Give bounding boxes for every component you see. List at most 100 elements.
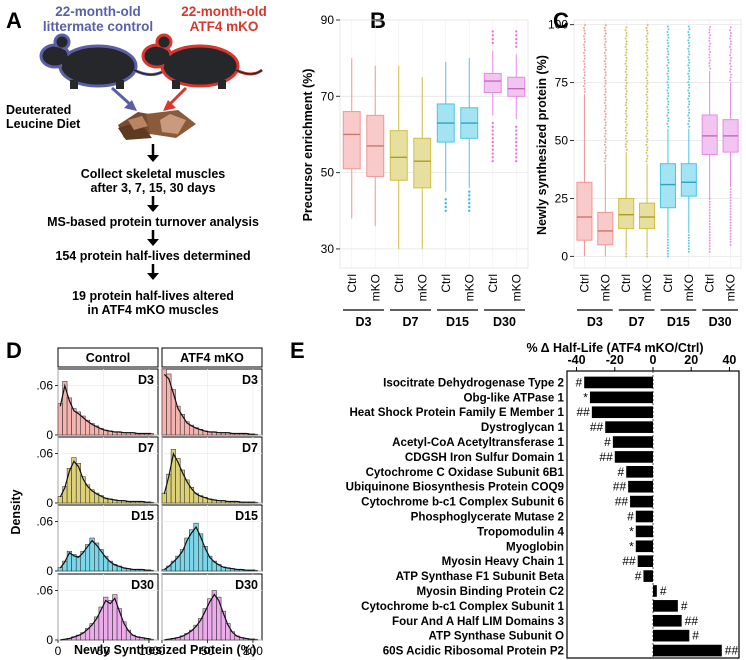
B-outlier-point xyxy=(444,201,447,205)
C-outlier-point xyxy=(582,26,585,29)
C-outlier-point xyxy=(708,31,711,34)
facet-strip xyxy=(57,347,159,368)
B-outlier-point xyxy=(515,129,518,132)
C-outlier-point xyxy=(583,57,586,60)
panel-label-a: A xyxy=(6,8,22,33)
half-life-bar xyxy=(653,585,657,597)
C-outlier-point xyxy=(729,202,732,205)
facet-strip-label: Control xyxy=(86,351,130,365)
C-outlier-point xyxy=(604,146,607,149)
C-outlier-point xyxy=(688,120,691,123)
C-outlier-point xyxy=(687,234,690,237)
B-outlier-point xyxy=(491,133,494,136)
facet-day-label: D3 xyxy=(138,373,154,387)
C-ytick-label: 50 xyxy=(555,134,569,148)
control-label-line1: 22-month-old xyxy=(55,4,141,19)
C-outlier-point xyxy=(728,45,731,48)
C-outlier-point xyxy=(624,143,627,146)
protein-label: Cytochrome b-c1 Complex Subunit 6 xyxy=(361,496,564,509)
C-outlier-point xyxy=(667,111,670,114)
density-curve xyxy=(59,383,152,435)
C-outlier-point xyxy=(604,46,607,49)
half-life-bar xyxy=(589,391,653,404)
C-outlier-point xyxy=(645,118,648,121)
significance-marker: # xyxy=(681,599,688,613)
C-outlier-point xyxy=(625,140,628,143)
facet-ytick-label: 0 xyxy=(46,633,53,647)
C-outlier-point xyxy=(646,74,649,77)
protein-label: Phosphoglycerate Mutase 2 xyxy=(411,511,564,524)
C-outlier-point xyxy=(666,106,669,109)
C-outlier-point xyxy=(666,50,669,53)
C-outlier-point xyxy=(604,38,607,41)
half-life-bar xyxy=(605,421,653,433)
C-outlier-point xyxy=(625,109,628,112)
B-outlier-point xyxy=(515,45,518,48)
C-outlier-point xyxy=(625,252,628,255)
step-collect-line1: Collect skeletal muscles xyxy=(81,167,226,181)
B-outlier-point xyxy=(491,137,494,140)
C-outlier-point xyxy=(646,140,649,143)
C-outlier-point xyxy=(687,236,690,239)
C-outlier-point xyxy=(646,40,649,43)
B-box xyxy=(507,76,526,97)
C-outlier-point xyxy=(583,82,586,85)
significance-marker: ## xyxy=(725,644,739,658)
C-outlier-point xyxy=(708,28,711,31)
C-outlier-point xyxy=(604,71,607,74)
C-outlier-point xyxy=(583,40,586,43)
protein-label: Isocitrate Dehydrogenase Type 2 xyxy=(383,376,564,389)
C-outlier-point xyxy=(645,143,648,146)
C-outlier-point xyxy=(625,73,628,76)
C-outlier-point xyxy=(729,59,732,62)
C-outlier-point xyxy=(687,33,690,36)
C-outlier-point xyxy=(582,76,585,79)
protein-label: CDGSH Iron Sulfur Domain 1 xyxy=(405,451,565,464)
panel-d-density-histograms: Density Newly Synthesized Protein (%) Co… xyxy=(9,347,263,658)
C-outlier-point xyxy=(583,63,586,66)
significance-marker: # xyxy=(635,569,642,583)
C-outlier-point xyxy=(688,92,691,95)
B-outlier-point xyxy=(491,148,494,151)
C-outlier-point xyxy=(688,86,691,89)
C-outlier-point xyxy=(708,53,711,56)
B-outlier-point xyxy=(468,194,471,197)
C-outlier-point xyxy=(708,200,711,203)
C-outlier-point xyxy=(645,68,648,71)
B-outlier-point xyxy=(491,140,494,144)
panel-label-e: E xyxy=(290,338,305,363)
C-outlier-point xyxy=(645,110,648,113)
C-outlier-point xyxy=(708,228,711,231)
B-outlier-point xyxy=(491,37,494,41)
B-outlier-point xyxy=(515,37,518,41)
C-outlier-point xyxy=(646,252,649,255)
B-outlier-point xyxy=(515,152,518,155)
C-outlier-point xyxy=(604,54,607,57)
C-outlier-point xyxy=(729,207,732,210)
C-outlier-point xyxy=(624,29,627,32)
half-life-bar xyxy=(612,436,653,448)
panel-d-xlabel: Newly Synthesized Protein (%) xyxy=(74,643,256,657)
B-outlier-point xyxy=(468,205,471,209)
half-life-bar xyxy=(637,555,653,567)
C-outlier-point xyxy=(604,149,607,152)
panel-e-title: % Δ Half-Life (ATF4 mKO/Ctrl) xyxy=(526,341,703,355)
density-curve xyxy=(59,460,152,503)
significance-marker: # xyxy=(618,465,625,479)
significance-marker: ## xyxy=(590,420,604,434)
B-box xyxy=(342,111,361,170)
C-outlier-point xyxy=(708,45,711,48)
C-outlier-point xyxy=(688,28,691,31)
B-condition-label: Ctrl xyxy=(486,274,500,293)
protein-label: 60S Acidic Ribosomal Protein P2 xyxy=(383,645,564,658)
half-life-bar xyxy=(635,540,653,553)
C-outlier-point xyxy=(687,25,690,28)
mko-mouse-icon xyxy=(141,33,263,89)
C-outlier-point xyxy=(687,242,690,245)
histogram-bar xyxy=(161,492,167,504)
C-outlier-point xyxy=(687,75,690,78)
C-outlier-point xyxy=(729,227,732,230)
panel-c-newly-synthesized-chart: Newly synthesized protein (%) 0 25 50 75 100… xyxy=(535,18,742,329)
C-outlier-point xyxy=(604,90,607,93)
